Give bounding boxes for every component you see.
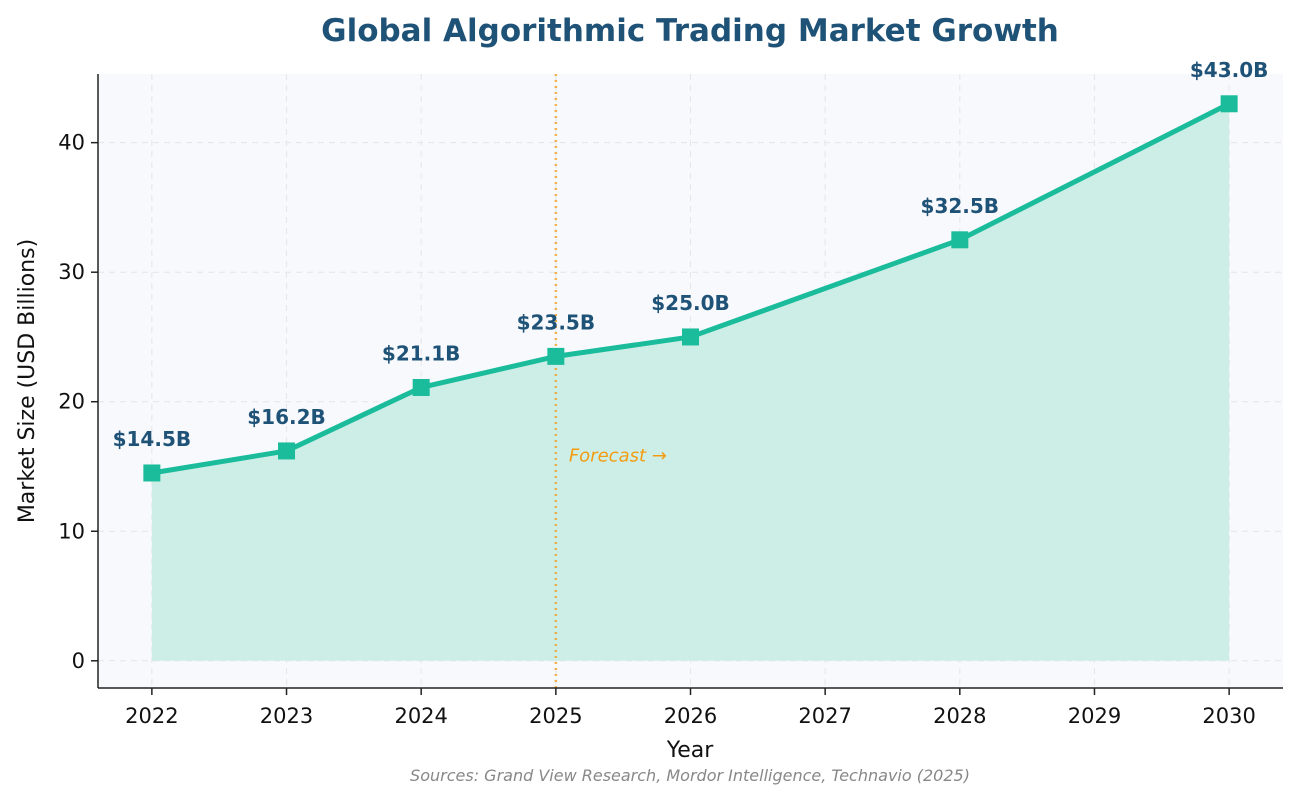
data-label: $14.5B: [113, 427, 192, 451]
x-tick-label: 2022: [125, 704, 178, 728]
data-label: $23.5B: [517, 310, 596, 334]
data-point-marker: [951, 231, 969, 249]
data-point-marker: [1220, 95, 1238, 113]
x-tick-label: 2028: [933, 704, 986, 728]
data-point-marker: [143, 464, 161, 482]
chart-title: Global Algorithmic Trading Market Growth: [321, 13, 1059, 49]
x-tick-label: 2026: [664, 704, 717, 728]
data-label: $43.0B: [1190, 58, 1269, 82]
data-label: $25.0B: [651, 291, 730, 315]
x-axis-label: Year: [666, 738, 715, 763]
y-axis-label: Market Size (USD Billions): [15, 239, 40, 523]
x-tick-label: 2023: [260, 704, 313, 728]
x-tick-label: 2030: [1202, 704, 1255, 728]
data-point-marker: [412, 378, 430, 396]
markers: [143, 95, 1238, 482]
source-note: Sources: Grand View Research, Mordor Int…: [410, 766, 970, 785]
y-tick-label: 20: [58, 390, 85, 414]
data-label: $16.2B: [247, 405, 326, 429]
y-tick-label: 0: [72, 649, 85, 673]
y-tick-label: 40: [58, 131, 85, 155]
x-tick-label: 2029: [1068, 704, 1121, 728]
y-ticks: 0 10 20 30 40: [58, 131, 98, 673]
data-labels: $14.5B $16.2B $21.1B $23.5B $25.0B $32.5B $43.…: [113, 58, 1269, 451]
y-tick-label: 30: [58, 260, 85, 284]
x-tick-label: 2024: [394, 704, 447, 728]
data-label: $21.1B: [382, 341, 461, 365]
data-point-marker: [547, 347, 565, 365]
data-point-marker: [278, 442, 296, 460]
data-point-marker: [682, 328, 699, 346]
y-tick-label: 10: [58, 519, 85, 543]
data-label: $32.5B: [921, 194, 1000, 218]
x-ticks: 2022 2023 2024 2025 2026 2027 2028 2029 2030: [125, 688, 1256, 728]
forecast-label: Forecast →: [569, 445, 667, 466]
x-tick-label: 2025: [529, 704, 582, 728]
x-tick-label: 2027: [798, 704, 851, 728]
